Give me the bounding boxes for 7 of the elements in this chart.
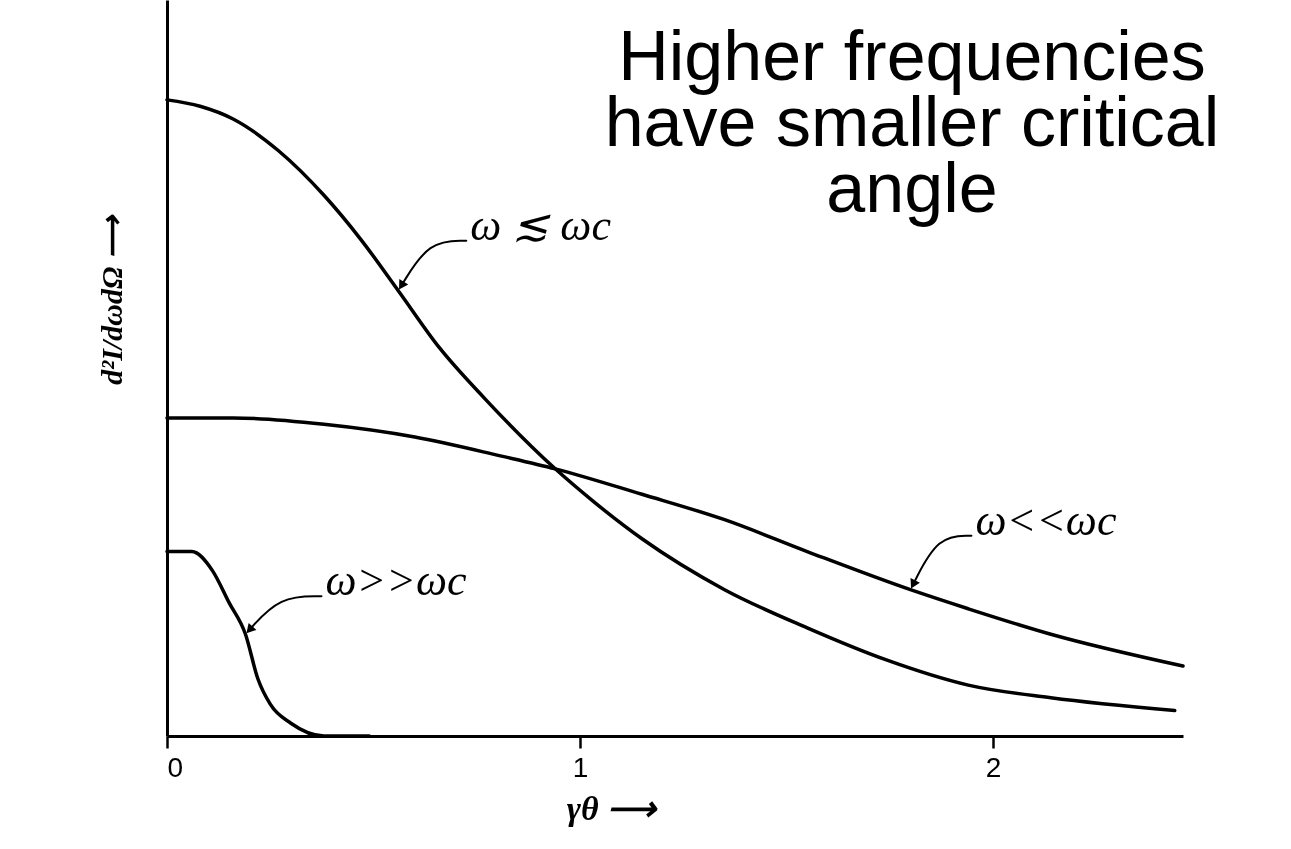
x-tick-label: 1 <box>572 751 589 783</box>
x-tick-label: 2 <box>985 751 1002 783</box>
series-label: ω<<ωc <box>975 495 1117 545</box>
x-axis-title: γθ ⟶ <box>566 789 659 827</box>
series-label: ω>>ωc <box>325 556 467 606</box>
y-axis-title: d²I/dωdΩ ⟶ <box>94 214 128 385</box>
x-tick-label: 0 <box>167 751 184 783</box>
